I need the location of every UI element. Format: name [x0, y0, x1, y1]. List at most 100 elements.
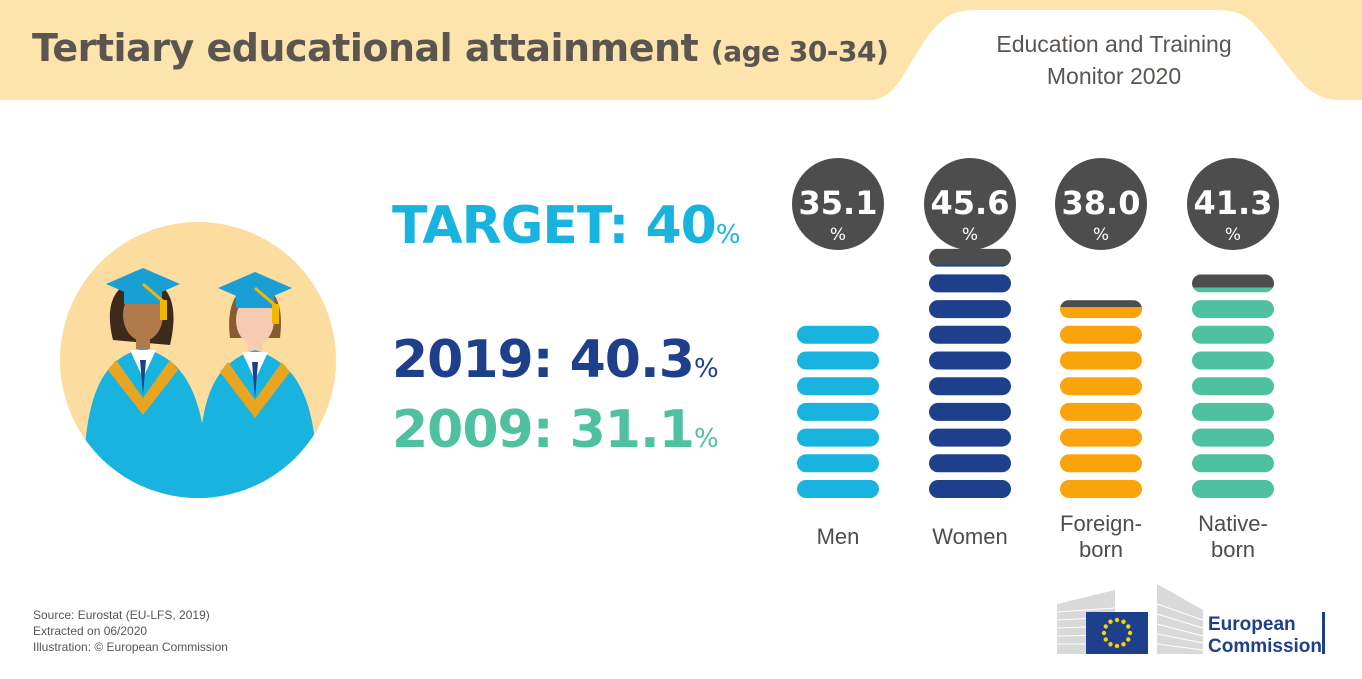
value-label: 41.3 — [1194, 184, 1273, 222]
value-label: 45.6 — [931, 184, 1010, 222]
value-badge-circle — [924, 158, 1016, 250]
header-band — [0, 0, 1362, 100]
flag-star — [1121, 642, 1126, 647]
bar-segment — [797, 454, 879, 473]
value-badge-circle — [1055, 158, 1147, 250]
bar-segment — [797, 428, 879, 447]
bar-segment — [797, 402, 879, 421]
bar-segment — [929, 428, 1011, 447]
monitor-label: Education and Training Monitor 2020 — [980, 28, 1248, 92]
flag-star — [1114, 617, 1120, 623]
value-badge: 38.0% — [1055, 158, 1147, 250]
wordmark-bar — [1322, 612, 1325, 654]
category-label: born — [1079, 537, 1123, 562]
illustration-credit: Illustration: © European Commission — [33, 640, 228, 654]
stat-2009: 2009: 31.1% — [392, 400, 719, 460]
bar-partial-segment — [1192, 274, 1274, 293]
target-value: TARGET: 40 — [392, 196, 717, 256]
commission-wordmark: European Commission — [1208, 614, 1322, 658]
bar-segment — [1060, 402, 1142, 421]
wordmark-line1: European — [1208, 614, 1296, 635]
flag-star — [1103, 624, 1108, 629]
bar-segment — [1192, 454, 1274, 473]
bar-segment — [929, 274, 1011, 293]
bar-segment — [1192, 351, 1274, 370]
bar-segment — [929, 351, 1011, 370]
bar-segment — [1192, 325, 1274, 344]
bar-segment — [797, 480, 879, 498]
title-main: Tertiary educational attainment — [32, 26, 699, 70]
value-label: 38.0 — [1062, 184, 1141, 222]
bar-segment — [1060, 351, 1142, 370]
category-label: Men — [817, 524, 860, 549]
flag-star — [1103, 637, 1108, 642]
bar-segment — [797, 351, 879, 370]
graduates-illustration — [60, 222, 336, 498]
title-sub: (age 30-34) — [710, 35, 889, 68]
bar-segment — [929, 402, 1011, 421]
graduate-left-figure — [83, 268, 208, 498]
flag-star — [1121, 619, 1126, 624]
bar-segment — [1060, 454, 1142, 473]
flag-star — [1114, 643, 1120, 649]
pct-2009: % — [693, 424, 719, 454]
value-label: 35.1 — [799, 184, 878, 222]
source-notes: Source: Eurostat (EU-LFS, 2019) Extracte… — [33, 607, 228, 655]
pct-2019: % — [693, 354, 719, 384]
bar-segment — [1060, 480, 1142, 498]
stat-2019: 2019: 40.3% — [392, 330, 719, 390]
category-label: Native- — [1198, 511, 1268, 536]
bar-segment — [797, 325, 879, 344]
value-badge-circle — [1187, 158, 1279, 250]
bar-segment — [1060, 325, 1142, 344]
bar-segment — [929, 454, 1011, 473]
bar-segment — [1192, 300, 1274, 319]
bar-1 — [797, 325, 879, 498]
bar-segment — [1192, 402, 1274, 421]
bar-segment — [929, 480, 1011, 498]
value-unit: % — [830, 225, 846, 245]
category-label: Women — [932, 524, 1007, 549]
value-unit: % — [1225, 225, 1241, 245]
bar-3 — [1060, 300, 1142, 498]
value-unit: % — [1093, 225, 1109, 245]
bar-partial-segment — [1060, 300, 1142, 319]
bar-segment — [929, 377, 1011, 396]
bar-segment — [1192, 377, 1274, 396]
flag-star — [1108, 642, 1113, 647]
extracted-text: Extracted on 06/2020 — [33, 624, 148, 638]
bar-segment — [929, 325, 1011, 344]
value-2009: 2009: 31.1 — [392, 400, 695, 460]
flag-star — [1101, 630, 1107, 636]
value-badge-circle — [792, 158, 884, 250]
bar-segment — [797, 377, 879, 396]
page-title: Tertiary educational attainment (age 30-… — [32, 26, 889, 70]
monitor-line2: Monitor 2020 — [1046, 63, 1182, 89]
european-commission-logo — [1056, 584, 1204, 654]
bar-segment — [929, 300, 1011, 319]
value-unit: % — [962, 225, 978, 245]
target-stat: TARGET: 40% — [392, 196, 741, 256]
wordmark-line2: Commission — [1208, 636, 1323, 657]
flag-star — [1108, 619, 1113, 624]
value-badge: 41.3% — [1187, 158, 1279, 250]
bar-segment — [1060, 428, 1142, 447]
monitor-line1: Education and Training — [996, 31, 1232, 57]
category-label: Foreign- — [1060, 511, 1142, 536]
bar-segment — [1192, 428, 1274, 447]
source-text: Source: Eurostat (EU-LFS, 2019) — [33, 608, 210, 622]
value-badge: 35.1% — [792, 158, 884, 250]
flag-star — [1127, 630, 1133, 636]
bar-partial-segment — [929, 248, 1011, 267]
value-2019: 2019: 40.3 — [392, 330, 695, 390]
bar-segment — [1192, 480, 1274, 498]
flag-star — [1126, 637, 1131, 642]
bar-4 — [1192, 274, 1274, 498]
bar-2 — [929, 248, 1011, 498]
graduate-right-figure — [198, 272, 318, 498]
target-pct: % — [715, 220, 741, 250]
flag-star — [1126, 624, 1131, 629]
value-badge: 45.6% — [924, 158, 1016, 250]
category-label: born — [1211, 537, 1255, 562]
